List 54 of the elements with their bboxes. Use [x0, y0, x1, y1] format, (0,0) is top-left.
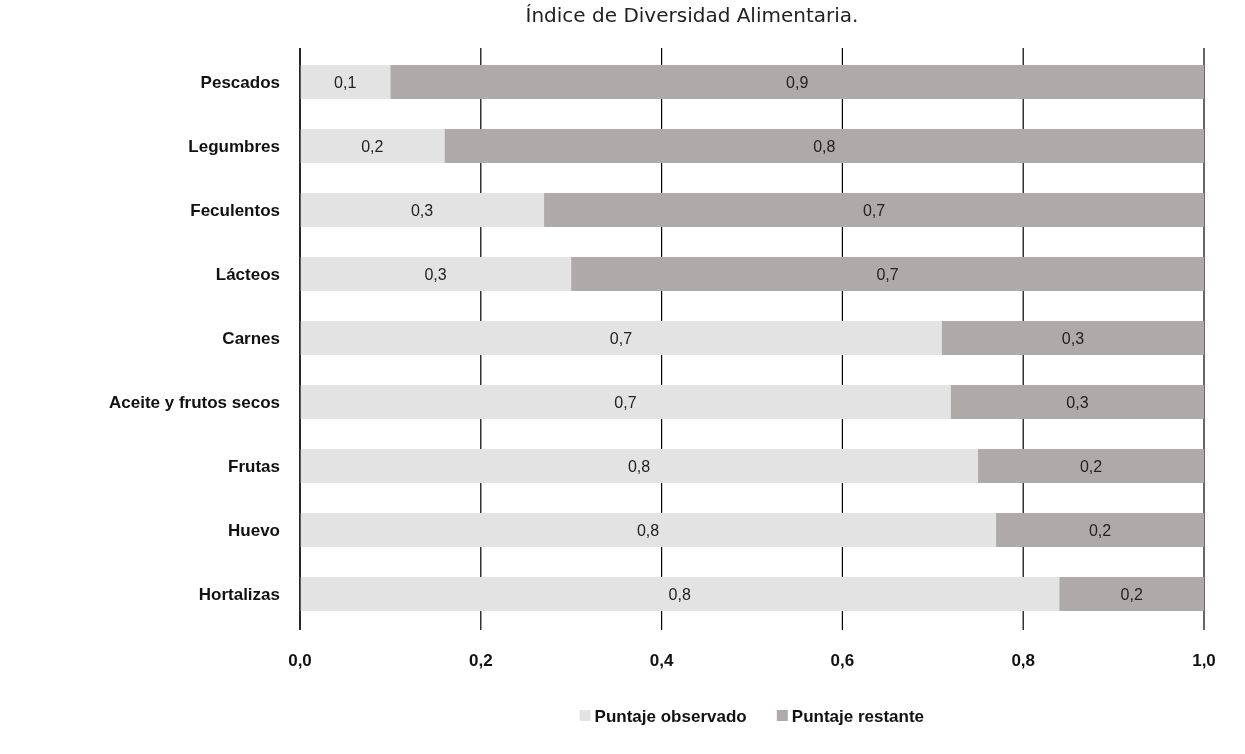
- y-tick-label: Carnes: [222, 328, 280, 348]
- bar: [300, 385, 951, 419]
- y-tick-label: Frutas: [228, 456, 280, 476]
- y-tick-label: Legumbres: [188, 136, 280, 156]
- data-label: 0,7: [614, 393, 637, 411]
- x-tick-label: 0,8: [1011, 651, 1036, 670]
- x-tick-label: 0,0: [288, 651, 312, 670]
- bar: [390, 65, 1204, 99]
- bar: [300, 513, 997, 547]
- bar: [950, 385, 1204, 419]
- x-tick-label: 1,0: [1192, 651, 1216, 670]
- bar: [300, 257, 572, 291]
- data-label: 0,8: [627, 457, 651, 475]
- data-label: 0,2: [361, 137, 384, 155]
- bar: [1059, 577, 1204, 611]
- bar: [300, 449, 978, 483]
- bar: [996, 513, 1204, 547]
- bar: [300, 577, 1060, 611]
- legend-label: Puntaje restante: [791, 706, 925, 726]
- data-label: 0,7: [876, 265, 899, 283]
- bar: [941, 321, 1204, 355]
- data-label: 0,2: [1120, 585, 1143, 603]
- bar: [300, 129, 445, 163]
- data-label: 0,3: [424, 265, 447, 283]
- bar: [978, 449, 1204, 483]
- data-label: 0,8: [813, 137, 836, 155]
- data-label: 0,2: [1079, 457, 1103, 475]
- data-label: 0,7: [862, 201, 886, 219]
- data-label: 0,9: [786, 73, 809, 91]
- chart-title: Índice de Diversidad Alimentaria.: [525, 3, 859, 27]
- legend-label: Puntaje observado: [594, 706, 747, 726]
- y-tick-label: Huevo: [228, 520, 280, 540]
- data-label: 0,8: [668, 585, 691, 603]
- bar: [300, 193, 545, 227]
- data-label: 0,3: [410, 201, 434, 219]
- y-tick-label: Aceite y frutos secos: [108, 392, 280, 412]
- y-tick-label: Hortalizas: [198, 584, 280, 604]
- bar: [571, 257, 1204, 291]
- data-label: 0,7: [609, 329, 633, 347]
- data-label: 0,1: [334, 73, 357, 91]
- y-tick-label: Feculentos: [190, 200, 280, 220]
- y-tick-label: Pescados: [200, 72, 280, 92]
- x-tick-label: 0,4: [649, 651, 674, 670]
- bar: [300, 321, 942, 355]
- data-label: 0,3: [1061, 329, 1085, 347]
- bar: [300, 65, 391, 99]
- x-tick-label: 0,2: [468, 651, 493, 670]
- data-label: 0,3: [1066, 393, 1089, 411]
- bar: [444, 129, 1204, 163]
- x-tick-label: 0,6: [830, 651, 855, 670]
- data-label: 0,8: [636, 521, 660, 539]
- y-tick-label: Lácteos: [215, 264, 280, 284]
- bar: [544, 193, 1204, 227]
- data-label: 0,2: [1088, 521, 1112, 539]
